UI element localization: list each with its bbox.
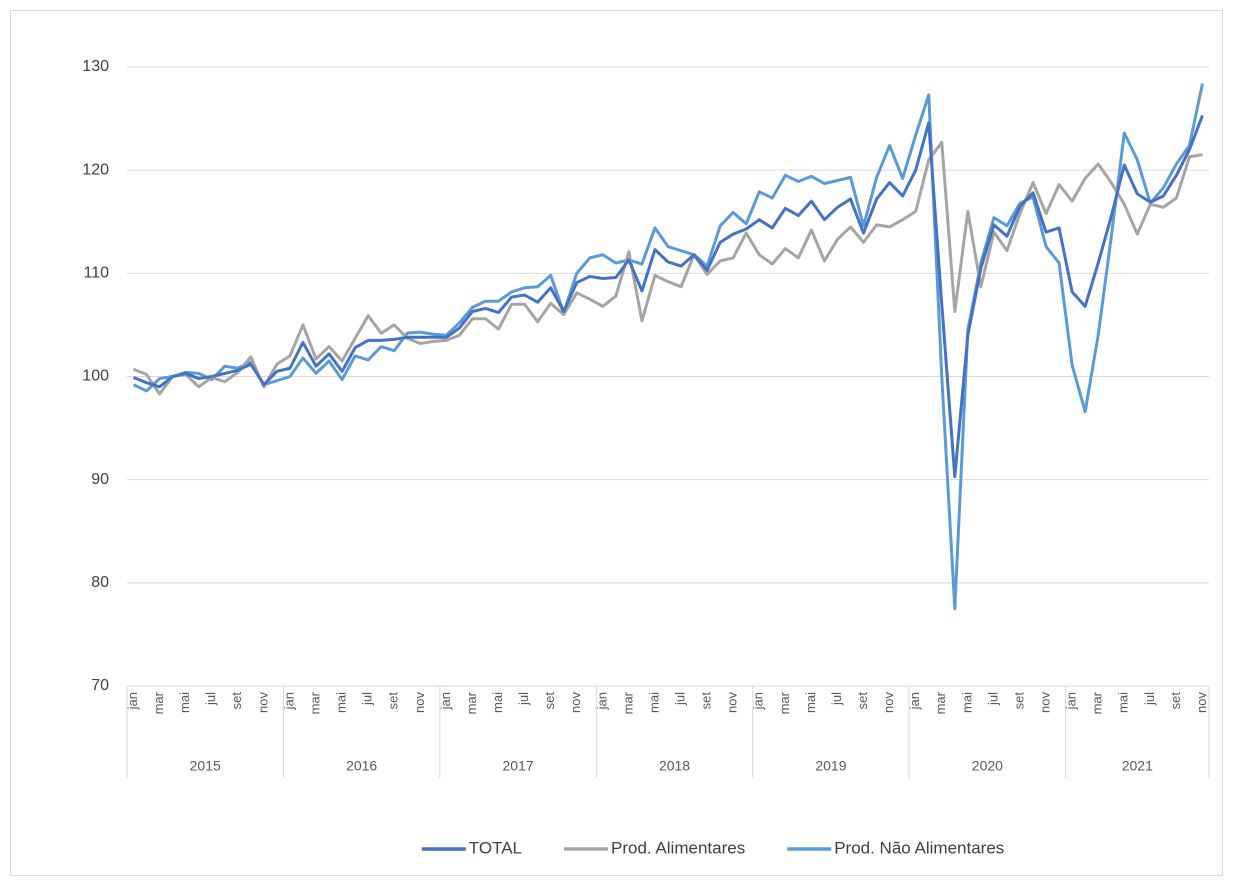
group-label: 2018 <box>659 758 690 774</box>
x-tick-label: mar <box>151 691 166 714</box>
chart-border <box>10 10 1223 876</box>
x-tick-label: jan <box>751 692 766 710</box>
y-tick-label: 90 <box>91 471 109 488</box>
x-tick-label: jul <box>516 692 531 706</box>
group-label: 2016 <box>346 758 377 774</box>
x-tick-label: jan <box>438 692 453 710</box>
x-tick-label: jul <box>672 692 687 706</box>
x-tick-label: mar <box>620 691 635 714</box>
x-tick-label: jul <box>985 692 1000 706</box>
group-label: 2021 <box>1122 758 1153 774</box>
x-tick-label: nov <box>568 692 583 713</box>
x-tick-label: mar <box>307 691 322 714</box>
x-tick-label: nov <box>1194 692 1209 713</box>
group-label: 2019 <box>815 758 846 774</box>
x-tick-label: set <box>229 692 244 710</box>
y-tick-label: 130 <box>82 58 109 75</box>
x-tick-label: mai <box>646 692 661 713</box>
y-tick-label: 100 <box>82 368 109 385</box>
x-tick-label: jan <box>907 692 922 710</box>
x-tick-label: mai <box>177 692 192 713</box>
x-tick-label: jul <box>829 692 844 706</box>
x-tick-label: mai <box>1116 692 1131 713</box>
x-tick-label: mai <box>490 692 505 713</box>
x-tick-label: nov <box>412 692 427 713</box>
x-tick-label: mar <box>1090 691 1105 714</box>
x-tick-label: set <box>699 692 714 710</box>
x-tick-label: mai <box>334 692 349 713</box>
legend-label: Prod. Alimentares <box>611 838 745 857</box>
x-tick-label: mai <box>959 692 974 713</box>
x-tick-label: nov <box>725 692 740 713</box>
legend: TOTAL Prod. Alimentares Prod. Não Alimenta… <box>421 838 1004 857</box>
y-tick-label: 120 <box>82 161 109 178</box>
group-label: 2020 <box>972 758 1003 774</box>
x-tick-label: nov <box>255 692 270 713</box>
x-tick-label: nov <box>1037 692 1052 713</box>
y-tick-label: 70 <box>91 677 109 694</box>
x-tick-label: set <box>542 692 557 710</box>
x-tick-label: set <box>1168 692 1183 710</box>
y-tick-label: 80 <box>91 574 109 591</box>
x-tick-label: set <box>855 692 870 710</box>
x-tick-label: nov <box>881 692 896 713</box>
group-label: 2015 <box>190 758 221 774</box>
x-tick-label: mar <box>464 691 479 714</box>
x-tick-label: mar <box>777 691 792 714</box>
x-tick-label: set <box>1011 692 1026 710</box>
x-tick-label: jan <box>281 692 296 710</box>
x-tick-label: set <box>386 692 401 710</box>
legend-label: TOTAL <box>469 838 522 857</box>
x-tick-label: jan <box>594 692 609 710</box>
series-line <box>132 114 1204 479</box>
x-tick-label: jan <box>1064 692 1079 710</box>
group-label: 2017 <box>503 758 534 774</box>
x-tick-label: mar <box>933 691 948 714</box>
x-tick-label: jul <box>360 692 375 706</box>
x-tick-label: jan <box>125 692 140 710</box>
x-tick-label: mai <box>803 692 818 713</box>
x-tick-label: jul <box>203 692 218 706</box>
x-tick-label: jul <box>1142 692 1157 706</box>
legend-label: Prod. Não Alimentares <box>834 838 1004 857</box>
y-tick-label: 110 <box>83 265 109 282</box>
